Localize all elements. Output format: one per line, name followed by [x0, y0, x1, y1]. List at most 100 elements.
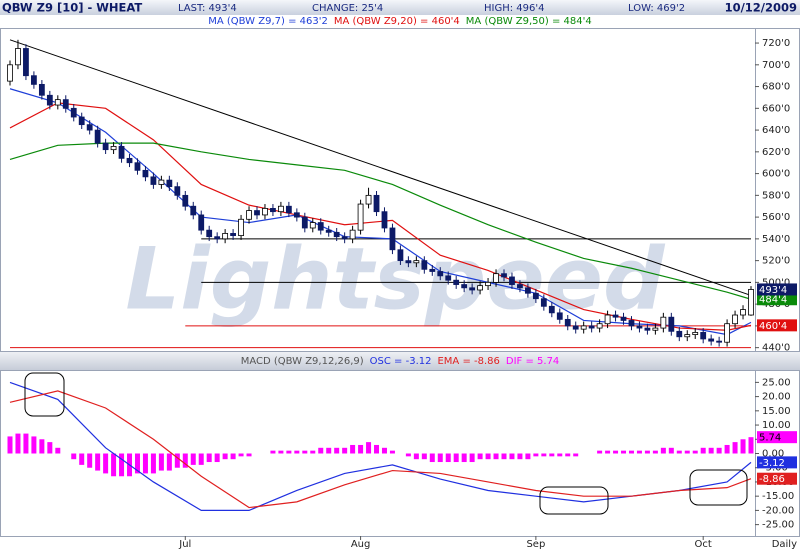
legend-label: EMA = -8.86	[437, 356, 499, 367]
candle-body	[453, 279, 460, 285]
histogram-bar	[708, 447, 714, 454]
histogram-bar	[573, 453, 579, 457]
histogram-bar	[134, 453, 140, 474]
last: LAST: 493'4	[178, 3, 237, 14]
histogram-bar	[477, 453, 483, 460]
header-bar	[0, 0, 800, 15]
histogram-bar	[613, 450, 619, 454]
histogram-bar	[23, 433, 29, 454]
candle-body	[469, 287, 476, 291]
candle-body	[445, 275, 452, 281]
macd-line	[9, 390, 752, 509]
y-tick-label: 680'0	[762, 82, 790, 93]
histogram-bar	[350, 444, 356, 454]
candle-body	[485, 281, 491, 287]
candle-body	[708, 338, 715, 342]
y-tick-label: 580'0	[762, 190, 790, 201]
histogram-bar	[621, 450, 627, 454]
highlight-box	[689, 469, 748, 506]
histogram-bar	[150, 453, 156, 474]
macd-title: MACD (QBW Z9,12,26,9)	[241, 356, 364, 367]
candle-body	[293, 212, 300, 218]
histogram-bar	[748, 437, 754, 454]
candle-body	[748, 289, 754, 316]
histogram-bar	[158, 453, 164, 471]
legend-label: MA (QBW Z9,7) = 463'2	[208, 16, 328, 27]
candle-body	[270, 208, 276, 213]
value-box	[757, 319, 797, 332]
ma-line	[9, 102, 752, 331]
histogram-bar	[517, 453, 523, 460]
candle-body	[150, 176, 157, 185]
candle-body	[301, 216, 308, 229]
histogram-bar	[39, 439, 45, 454]
candle-body	[461, 284, 468, 289]
histogram-bar	[660, 447, 666, 454]
x-tick-label: Aug	[351, 539, 371, 550]
candle-body	[325, 229, 332, 233]
macd-layer: MACD (QBW Z9,12,26,9) OSC = -3.12 EMA = -8…	[7, 356, 797, 550]
candle-body	[102, 142, 109, 151]
histogram-bar	[549, 453, 555, 457]
y-tick-label: 620'0	[762, 147, 790, 158]
candle-body	[389, 227, 396, 251]
candle-body	[341, 236, 348, 240]
histogram-bar	[190, 453, 196, 465]
interval-label: Daily	[772, 539, 797, 550]
highlight-box	[24, 372, 65, 417]
histogram-bar	[453, 453, 459, 463]
histogram-bar	[716, 447, 722, 454]
candle-body	[309, 222, 316, 229]
histogram-bar	[605, 450, 611, 454]
candle-body	[110, 145, 117, 151]
candle-body	[174, 186, 181, 196]
histogram-bar	[286, 450, 292, 454]
histogram-bar	[87, 453, 93, 468]
y-tick-label: 560'0	[762, 212, 790, 223]
candle-body	[660, 316, 667, 329]
candle-body	[556, 312, 563, 320]
histogram-bar	[302, 450, 308, 454]
legend-label: MA (QBW Z9,50) = 484'4	[466, 16, 592, 27]
candle-body	[7, 64, 13, 82]
candle-body	[732, 314, 738, 325]
value-box-label: 484'4	[759, 295, 787, 306]
ma-line	[9, 142, 752, 300]
candle-body	[333, 231, 340, 238]
histogram-bar	[358, 444, 364, 454]
y-tick-label: 520'0	[762, 256, 790, 267]
histogram-bar	[389, 450, 395, 454]
highlight-box	[539, 486, 609, 515]
candle-body	[644, 327, 651, 331]
y-tick-label: -20.00	[762, 505, 794, 516]
candle-body	[692, 332, 699, 335]
histogram-bar	[7, 436, 13, 454]
y-tick-label: 540'0	[762, 234, 790, 245]
histogram-bar	[278, 450, 284, 454]
histogram-bar	[597, 450, 603, 454]
price-layer: MA (QBW Z9,7) = 463'2 MA (QBW Z9,20) = 46…	[7, 16, 797, 354]
candle-body	[724, 323, 730, 343]
x-tick-label: Sep	[526, 539, 545, 550]
candle-body	[46, 94, 53, 106]
histogram-bar	[652, 450, 658, 454]
candle-body	[628, 320, 635, 327]
histogram-bar	[405, 453, 411, 457]
candle-body	[214, 236, 221, 240]
histogram-bar	[668, 447, 674, 454]
histogram-bar	[198, 453, 204, 465]
value-box	[757, 472, 797, 485]
candle-body	[262, 208, 268, 216]
candle-body	[413, 260, 420, 264]
y-tick-label: 10.00	[762, 420, 791, 431]
histogram-bar	[111, 453, 117, 477]
candle-body	[142, 169, 149, 178]
histogram-bar	[334, 447, 340, 454]
candle-body	[190, 205, 197, 216]
histogram-bar	[246, 453, 252, 457]
high: HIGH: 496'4	[484, 3, 544, 14]
candle-body	[206, 229, 213, 238]
histogram-bar	[294, 450, 300, 454]
y-tick-label: 0.00	[762, 449, 784, 460]
